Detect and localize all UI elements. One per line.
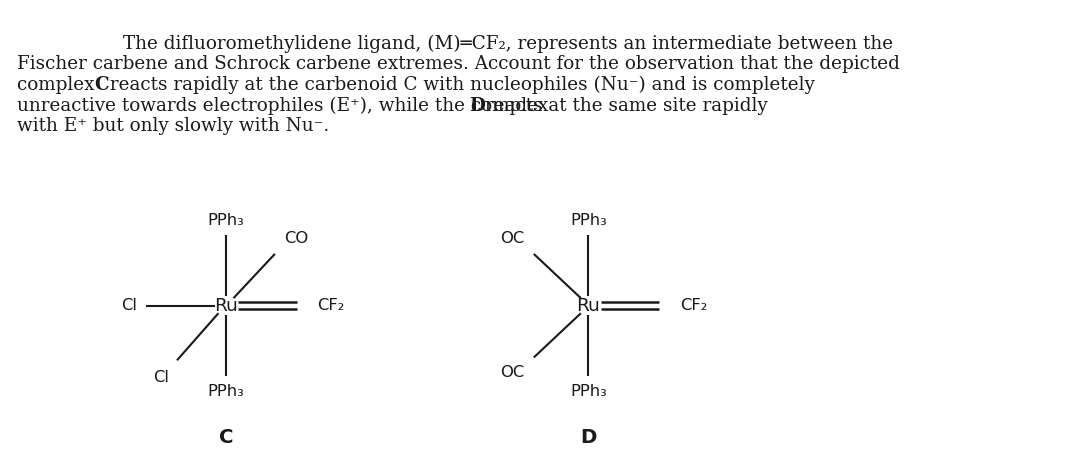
Text: C: C bbox=[219, 428, 233, 447]
Text: D: D bbox=[581, 428, 597, 447]
Text: Ru: Ru bbox=[576, 297, 600, 315]
Text: reacts at the same site rapidly: reacts at the same site rapidly bbox=[479, 96, 768, 114]
Text: OC: OC bbox=[501, 231, 524, 246]
Text: OC: OC bbox=[501, 365, 524, 380]
Text: Ru: Ru bbox=[214, 297, 237, 315]
Text: complex: complex bbox=[17, 76, 100, 94]
Text: Cl: Cl bbox=[153, 370, 169, 385]
Text: unreactive towards electrophiles (E⁺), while the complex: unreactive towards electrophiles (E⁺), w… bbox=[17, 96, 555, 115]
Text: CO: CO bbox=[284, 231, 309, 246]
Text: Cl: Cl bbox=[121, 298, 137, 313]
Text: CF₂: CF₂ bbox=[317, 298, 344, 313]
Text: PPh₃: PPh₃ bbox=[207, 384, 244, 399]
Text: The difluoromethylidene ligand, (M)═CF₂, represents an intermediate between the: The difluoromethylidene ligand, (M)═CF₂,… bbox=[123, 35, 893, 53]
Text: with E⁺ but only slowly with Nu⁻.: with E⁺ but only slowly with Nu⁻. bbox=[17, 117, 329, 135]
Text: D: D bbox=[469, 96, 484, 114]
Text: Fischer carbene and Schrock carbene extremes. Account for the observation that t: Fischer carbene and Schrock carbene extr… bbox=[17, 55, 900, 73]
Text: C: C bbox=[94, 76, 109, 94]
Text: reacts rapidly at the carbenoid C with nucleophiles (Nu⁻) and is completely: reacts rapidly at the carbenoid C with n… bbox=[104, 76, 815, 94]
Text: PPh₃: PPh₃ bbox=[570, 213, 606, 228]
Text: PPh₃: PPh₃ bbox=[207, 213, 244, 228]
Text: CF₂: CF₂ bbox=[680, 298, 707, 313]
Text: PPh₃: PPh₃ bbox=[570, 384, 606, 399]
